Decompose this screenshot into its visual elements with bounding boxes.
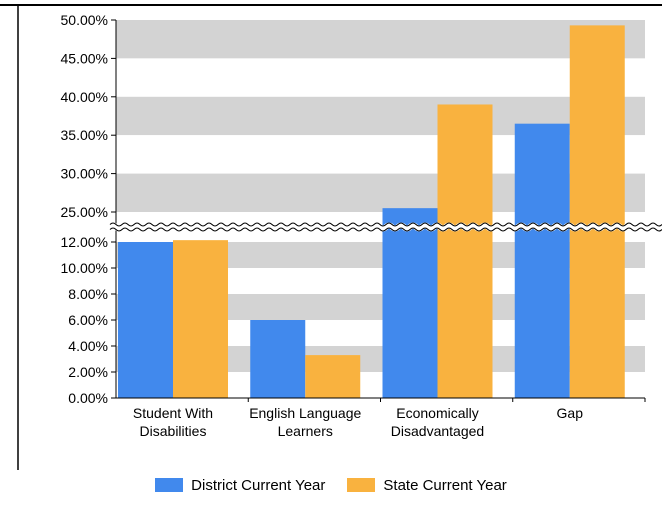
- axis-break: [107, 222, 662, 232]
- bar: [437, 104, 493, 398]
- y-tick-label: 45.00%: [61, 50, 108, 66]
- y-tick-label: 25.00%: [61, 204, 108, 220]
- axis-break-mask: [107, 222, 662, 232]
- y-tick-label: 6.00%: [68, 312, 108, 328]
- x-axis: Student With Disabilities English Language…: [116, 397, 646, 439]
- bar: [382, 208, 438, 398]
- y-tick-label: 30.00%: [61, 166, 108, 182]
- y-tick-label: 2.00%: [68, 364, 108, 380]
- y-tick-label: 40.00%: [61, 89, 108, 105]
- x-tick-label: Economically: [396, 405, 478, 421]
- y-tick-label: 0.00%: [68, 390, 108, 406]
- legend-label-district: District Current Year: [191, 476, 326, 494]
- legend-label-state: State Current Year: [383, 476, 507, 494]
- x-tick-label: Disadvantaged: [391, 423, 484, 439]
- x-tick-label: Disabilities: [140, 423, 207, 439]
- bar: [118, 242, 173, 398]
- bar: [569, 25, 625, 398]
- legend: District Current Year State Current Year: [0, 474, 662, 496]
- y-tick-label: 35.00%: [61, 127, 108, 143]
- legend-swatch-district: [155, 478, 184, 492]
- legend-swatch-state: [347, 478, 376, 492]
- grid-band: [116, 58, 645, 97]
- bar: [514, 123, 570, 399]
- x-tick-label: Learners: [278, 423, 333, 439]
- x-tick-label: English Language: [249, 405, 361, 421]
- y-tick-label: 12.00%: [61, 234, 108, 250]
- grid-band: [116, 20, 645, 59]
- y-tick-label: 8.00%: [68, 286, 108, 302]
- bar: [305, 355, 361, 398]
- bar: [173, 240, 228, 398]
- y-axis: 0.00% 2.00% 4.00% 6.00% 8.00% 10.00% 12.00% 25.…: [61, 12, 117, 406]
- y-tick-label: 50.00%: [61, 12, 108, 28]
- bar: [250, 320, 306, 398]
- y-tick-label: 4.00%: [68, 338, 108, 354]
- y-tick-label: 10.00%: [61, 260, 108, 276]
- bar-chart: 0.00% 2.00% 4.00% 6.00% 8.00% 10.00% 12.00% 25.…: [0, 4, 662, 470]
- legend-item-state: State Current Year: [347, 476, 507, 494]
- bars: [118, 25, 625, 399]
- x-tick-label: Gap: [557, 405, 584, 421]
- legend-item-district: District Current Year: [155, 477, 325, 494]
- axis-break-line-bottom: [109, 227, 662, 232]
- x-tick-label: Student With: [133, 405, 213, 421]
- axis-break-line-top: [109, 222, 662, 227]
